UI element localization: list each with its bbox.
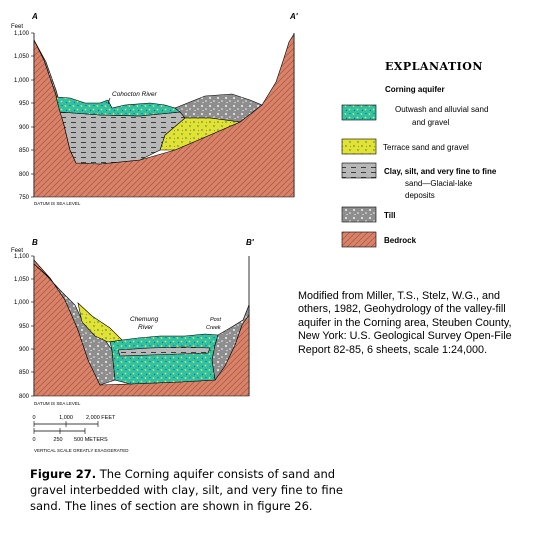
scale-bar: 0 1,000 2,000 FEET 0 250 500 METERS VERT… xyxy=(32,415,129,453)
section-a-river-label: Cohocton River xyxy=(112,91,158,98)
legend-swatch-outwash xyxy=(341,104,377,121)
legend-swatch-till xyxy=(341,206,377,223)
section-b-tick-label: 850 xyxy=(19,370,30,376)
section-a-tick-label: 1,000 xyxy=(14,78,30,84)
section-b-river2-label-line2: Creek xyxy=(206,325,221,331)
section-b-tick-label: 1,100 xyxy=(14,254,30,260)
credit-line: others, 1982, Geohydrology of the valley… xyxy=(298,303,506,316)
section-b-river1-label-line2: River xyxy=(138,324,154,331)
source-credit: Modified from Miller, T.S., Stelz, W.G.,… xyxy=(298,290,548,357)
legend-swatch-clay xyxy=(341,162,377,179)
legend-swatch-terrace xyxy=(341,138,377,155)
credit-line: aquifer in the Corning area, Steuben Cou… xyxy=(298,316,512,329)
section-a-axis-unit: Feet xyxy=(11,24,23,30)
section-a-tick-label: 1,100 xyxy=(14,31,30,37)
section-a-tick-label: 850 xyxy=(19,148,30,154)
section-b-datum: DATUM IS SEA LEVEL xyxy=(34,401,81,406)
legend-terrace-label: Terrace sand and gravel xyxy=(383,143,469,152)
section-b-left-label: B xyxy=(32,238,38,247)
section-b-tick-label: 1,050 xyxy=(14,277,30,283)
section-a-ticks: 1,100 1,050 1,000 950 900 850 800 750 xyxy=(14,31,34,201)
section-a-tick-label: 900 xyxy=(19,125,30,131)
caption-line-3: sand. The lines of section are shown in … xyxy=(30,499,313,513)
legend-outwash-line2: and gravel xyxy=(412,118,450,127)
caption-line-1: Figure 27. The Corning aquifer consists … xyxy=(30,466,510,482)
section-b-tick-label: 950 xyxy=(19,324,30,330)
section-b-river1-label-line1: Chemung xyxy=(130,316,159,323)
caption-line-2: gravel interbedded with clay, silt, and … xyxy=(30,483,343,497)
section-b: B B' Feet 1,100 1,050 1,000 950 900 850 … xyxy=(11,238,255,406)
section-b-axis-unit: Feet xyxy=(11,248,23,254)
legend-clay-line2: sand—Glacial-lake xyxy=(405,179,473,188)
legend-swatch-bedrock xyxy=(341,231,377,248)
figure-caption: Figure 27. The Corning aquifer consists … xyxy=(30,466,510,514)
scale-feet-tick: 2,000 FEET xyxy=(86,415,116,421)
legend-outwash-line1: Outwash and alluvial sand xyxy=(395,105,488,114)
section-a-tick-label: 800 xyxy=(19,172,30,178)
scale-meter-tick: 250 xyxy=(53,437,62,443)
credit-line: Modified from Miller, T.S., Stelz, W.G.,… xyxy=(298,290,501,302)
section-a-tick-label: 750 xyxy=(19,195,30,201)
section-b-ticks: 1,100 1,050 1,000 950 900 850 800 xyxy=(14,254,34,400)
section-a-tick-label: 950 xyxy=(19,101,30,107)
legend: EXPLANATION Corning aquifer Outwash and … xyxy=(341,60,497,248)
caption-text-1: The Corning aquifer consists of sand and xyxy=(96,467,336,481)
legend-till-label: Till xyxy=(384,211,395,220)
section-a-left-label: A xyxy=(31,12,38,21)
scale-feet-tick: 1,000 xyxy=(59,415,73,421)
section-b-right-label: B' xyxy=(246,238,255,247)
legend-title: EXPLANATION xyxy=(385,60,483,73)
section-a-datum: DATUM IS SEA LEVEL xyxy=(34,201,81,206)
scale-meter-tick: 500 METERS xyxy=(74,437,108,443)
section-a-tick-label: 1,050 xyxy=(14,54,30,60)
legend-bedrock-label: Bedrock xyxy=(384,236,417,245)
section-b-outwash xyxy=(109,333,219,385)
credit-line: Report 82-85, 6 sheets, scale 1:24,000. xyxy=(298,343,488,356)
section-b-clay xyxy=(117,346,211,357)
section-b-tick-label: 800 xyxy=(19,394,30,400)
legend-group: Corning aquifer xyxy=(385,85,445,94)
scale-note: VERTICAL SCALE GREATLY EXAGGERATED xyxy=(34,448,129,453)
section-a-right-label: A' xyxy=(289,12,299,21)
credit-line: New York: U.S. Geological Survey Open-Fi… xyxy=(298,330,512,343)
caption-label: Figure 27. xyxy=(30,467,97,481)
section-a-outwash xyxy=(55,96,181,117)
section-b-tick-label: 900 xyxy=(19,347,30,353)
section-b-tick-label: 1,000 xyxy=(14,300,30,306)
scale-feet-tick: 0 xyxy=(32,415,35,421)
section-b-river2-label-line1: Post xyxy=(210,317,221,323)
section-a-river-leader xyxy=(107,97,111,105)
legend-clay-line1: Clay, silt, and very fine to fine xyxy=(384,167,497,176)
scale-meter-tick: 0 xyxy=(32,437,35,443)
legend-clay-line3: deposits xyxy=(405,191,435,200)
section-a: A A' Feet 1,100 1,050 1,000 950 900 850 … xyxy=(11,12,299,206)
